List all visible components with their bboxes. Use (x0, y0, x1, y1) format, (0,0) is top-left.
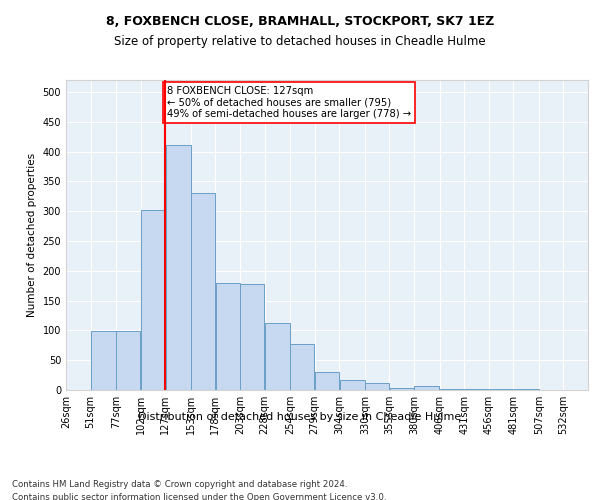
Text: Size of property relative to detached houses in Cheadle Hulme: Size of property relative to detached ho… (114, 35, 486, 48)
Bar (141, 210, 165, 390)
Bar (166, 145, 191, 390)
Bar (240, 284, 265, 390)
Bar (440, 389, 464, 390)
Text: Distribution of detached houses by size in Cheadle Hulme: Distribution of detached houses by size … (139, 412, 461, 422)
Bar (191, 194, 215, 390)
Bar (340, 380, 365, 390)
Y-axis label: Number of detached properties: Number of detached properties (27, 153, 37, 317)
Text: Contains HM Land Registry data © Crown copyright and database right 2024.: Contains HM Land Registry data © Crown c… (12, 480, 347, 489)
Bar (315, 372, 339, 390)
Bar (91, 331, 116, 390)
Bar (365, 384, 389, 390)
Text: 8, FOXBENCH CLOSE, BRAMHALL, STOCKPORT, SK7 1EZ: 8, FOXBENCH CLOSE, BRAMHALL, STOCKPORT, … (106, 15, 494, 28)
Bar (290, 344, 314, 390)
Text: Contains public sector information licensed under the Open Government Licence v3: Contains public sector information licen… (12, 492, 386, 500)
Bar (215, 284, 240, 390)
Text: 8 FOXBENCH CLOSE: 127sqm
← 50% of detached houses are smaller (795)
49% of semi-: 8 FOXBENCH CLOSE: 127sqm ← 50% of detach… (167, 86, 412, 119)
Bar (116, 331, 140, 390)
Bar (389, 388, 414, 390)
Bar (265, 323, 290, 390)
Bar (414, 386, 439, 390)
